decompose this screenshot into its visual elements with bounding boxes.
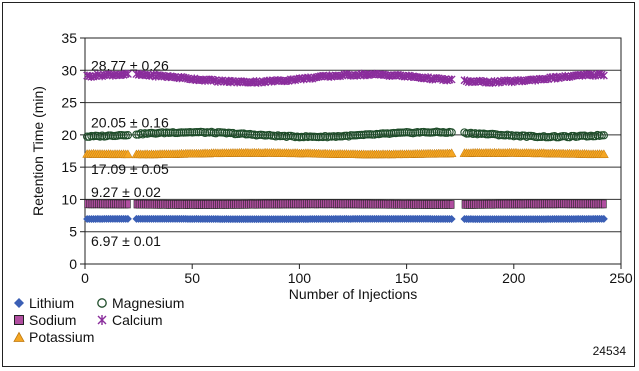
data-point-magnesium <box>241 130 250 139</box>
plot-area-border <box>84 37 622 265</box>
legend-item-potassium: Potassium <box>13 329 94 345</box>
data-point-magnesium <box>237 129 246 138</box>
x-tick-label: 0 <box>81 270 89 286</box>
chart-frame: 0 5 10 15 20 25 30 35 0 50 100 150 200 250 Number of I… <box>2 2 635 367</box>
data-point-sodium <box>601 199 607 209</box>
legend-item-calcium: Calcium <box>96 312 163 328</box>
legend-label-lithium: Lithium <box>29 295 75 311</box>
data-point-magnesium <box>447 128 456 137</box>
data-point-magnesium <box>108 131 118 141</box>
circle-marker-icon <box>97 298 107 308</box>
series-calcium <box>83 69 608 87</box>
triangle-marker-icon <box>13 331 25 342</box>
data-point-magnesium <box>284 131 293 141</box>
data-point-magnesium <box>599 131 608 140</box>
data-point-magnesium <box>524 131 533 141</box>
x-tick-label: 100 <box>288 270 312 286</box>
data-point-magnesium <box>393 128 403 137</box>
data-point-calcium <box>447 75 456 84</box>
y-axis-label: Retention Time (min) <box>30 86 46 216</box>
data-point-magnesium <box>567 131 576 141</box>
annotation-label: 6.97 ± 0.01 <box>91 233 161 249</box>
data-point-magnesium <box>170 128 180 138</box>
y-tick-label: 5 <box>69 224 77 240</box>
data-point-sodium <box>125 199 131 209</box>
legend-label-calcium: Calcium <box>112 312 163 328</box>
data-point-magnesium <box>541 133 551 142</box>
legend-label-magnesium: Magnesium <box>112 295 185 311</box>
legend-item-magnesium: Magnesium <box>96 295 184 311</box>
data-point-magnesium <box>576 131 585 140</box>
data-point-magnesium <box>134 130 143 139</box>
legend-label-sodium: Sodium <box>29 312 77 328</box>
data-point-magnesium <box>123 130 133 140</box>
x-tick-label: 150 <box>395 270 419 286</box>
data-point-magnesium <box>192 128 201 137</box>
data-point-magnesium <box>535 132 544 142</box>
data-point-magnesium <box>421 128 431 137</box>
y-tick-label: 25 <box>61 95 77 111</box>
data-point-magnesium <box>213 128 223 137</box>
series-magnesium <box>82 127 608 142</box>
y-tick-label: 35 <box>61 30 77 46</box>
data-point-potassium <box>446 148 457 158</box>
data-point-magnesium <box>325 132 334 141</box>
data-point-magnesium <box>344 132 353 141</box>
data-point-magnesium <box>119 131 128 140</box>
legend-item-lithium: Lithium <box>13 295 74 311</box>
x-tick-label: 250 <box>609 270 633 286</box>
annotation-label: 28.77 ± 0.26 <box>91 57 169 73</box>
legend-item-sodium: Sodium <box>13 312 76 328</box>
annotation-label: 17.09 ± 0.05 <box>91 161 169 177</box>
series-sodium <box>84 199 607 209</box>
y-tick-label: 10 <box>61 191 77 207</box>
data-point-magnesium <box>132 130 141 139</box>
data-point-lithium <box>123 214 132 223</box>
data-point-lithium <box>447 214 456 223</box>
x-tick-label: 200 <box>502 270 526 286</box>
series-potassium <box>82 147 609 159</box>
annotation-label: 9.27 ± 0.02 <box>91 184 161 200</box>
data-point-magnesium <box>335 132 345 141</box>
data-point-calcium <box>599 71 608 80</box>
y-tick-label: 20 <box>61 127 77 143</box>
data-point-magnesium <box>104 131 113 140</box>
y-tick-label: 30 <box>61 62 77 78</box>
figure-code: 24534 <box>592 344 626 358</box>
x-tick-label: 50 <box>184 270 200 286</box>
x-axis-label: Number of Injections <box>289 286 417 302</box>
x-marker-icon <box>97 315 107 325</box>
y-tick-label: 15 <box>61 159 77 175</box>
data-point-magnesium <box>248 130 257 139</box>
data-point-calcium <box>123 69 132 78</box>
data-point-magnesium <box>578 131 587 140</box>
data-point-magnesium <box>361 130 371 139</box>
y-tick-label: 0 <box>69 256 77 272</box>
data-point-lithium <box>599 214 608 223</box>
data-point-potassium <box>598 149 609 158</box>
diamond-marker-icon <box>14 298 24 308</box>
data-point-sodium <box>448 200 455 209</box>
annotation-label: 20.05 ± 0.16 <box>91 114 169 130</box>
series-lithium <box>83 214 608 224</box>
data-point-magnesium <box>348 131 358 140</box>
retention-time-chart: 0 5 10 15 20 25 30 35 0 50 100 150 200 250 Number of I… <box>30 30 633 302</box>
data-point-magnesium <box>441 128 450 137</box>
legend-label-potassium: Potassium <box>29 329 95 345</box>
data-point-potassium <box>122 149 133 159</box>
square-marker-icon <box>14 315 24 325</box>
